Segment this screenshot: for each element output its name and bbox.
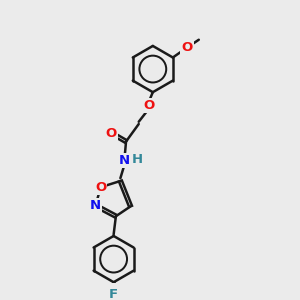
Text: O: O — [181, 41, 193, 54]
Text: O: O — [95, 181, 106, 194]
Text: O: O — [143, 99, 154, 112]
Text: F: F — [109, 287, 118, 300]
Text: O: O — [106, 127, 117, 140]
Text: N: N — [90, 199, 101, 212]
Text: N: N — [119, 154, 130, 167]
Text: H: H — [132, 153, 143, 166]
